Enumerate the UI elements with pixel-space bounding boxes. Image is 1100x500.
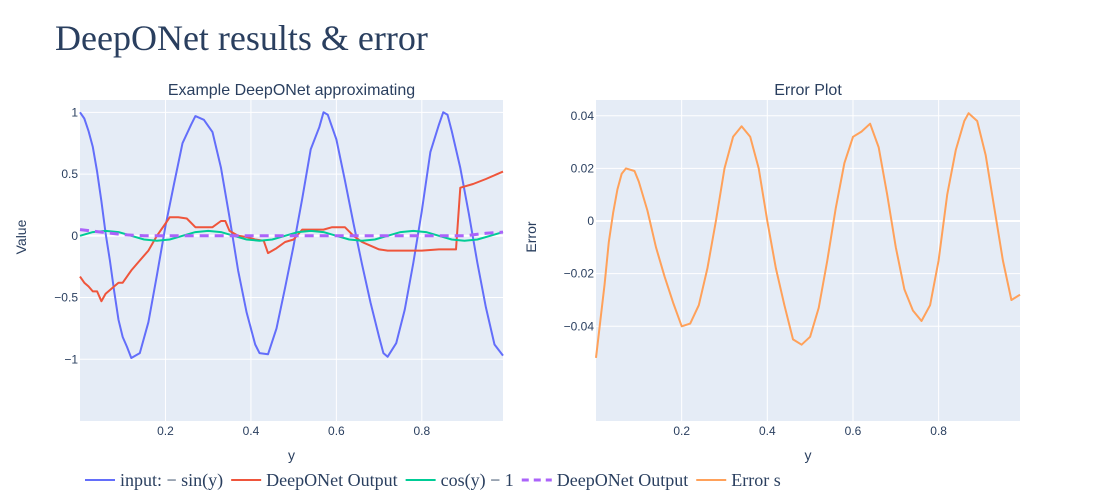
legend-item[interactable]: DeepONet Output — [521, 470, 688, 490]
grid-lines — [596, 100, 1020, 421]
tick-labels: 0.2 0.4 0.6 0.8 0.04 0.02 0 −0.02 −0.04 — [564, 109, 948, 438]
legend-item[interactable]: cos(y) − 1 — [405, 470, 514, 491]
series-layer — [595, 112, 1021, 359]
plot-area — [596, 100, 1020, 421]
x-tick-label: 0.6 — [845, 424, 862, 438]
y-tick-label: −0.02 — [564, 267, 595, 281]
series-line-0 — [79, 111, 504, 359]
y-axis-label: Error — [523, 221, 539, 252]
y-tick-label: 0.5 — [61, 167, 78, 181]
y-tick-label: 0 — [587, 214, 594, 228]
x-tick-label: 0.4 — [759, 424, 776, 438]
y-tick-label: 1 — [71, 105, 78, 119]
legend-label: cos(y) − 1 — [441, 470, 514, 491]
x-axis-label: y — [805, 447, 812, 463]
legend-item[interactable]: input: − sin(y) — [85, 470, 223, 491]
chart-title: Error Plot — [774, 82, 842, 99]
legend-label: input: − sin(y) — [120, 470, 223, 491]
y-tick-label: 0 — [71, 229, 78, 243]
y-tick-label: −0.04 — [564, 319, 595, 333]
x-tick-label: 0.8 — [413, 424, 430, 438]
page-title: DeepONet results & error — [55, 18, 428, 58]
x-tick-label: 0.2 — [157, 424, 174, 438]
x-tick-label: 0.6 — [328, 424, 345, 438]
x-tick-label: 0.2 — [673, 424, 690, 438]
x-tick-label: 0.8 — [930, 424, 947, 438]
series-line-2 — [79, 229, 504, 242]
y-tick-label: 0.02 — [571, 161, 595, 175]
legend-label: DeepONet Output — [557, 470, 688, 490]
legend: input: − sin(y) DeepONet Output cos(y) − 1… — [85, 470, 781, 491]
chart-error: 0.2 0.4 0.6 0.8 0.04 0.02 0 −0.02 −0.04 Error Pl… — [523, 82, 1021, 463]
tick-labels: 0.2 0.4 0.6 0.8 1 0.5 0 −0.5 −1 — [54, 105, 430, 438]
legend-label: Error s — [731, 470, 780, 490]
legend-item[interactable]: DeepONet Output — [231, 470, 398, 490]
legend-label: DeepONet Output — [266, 470, 397, 490]
series-line-1 — [79, 170, 504, 303]
y-axis-label: Value — [13, 219, 29, 254]
x-tick-label: 0.4 — [243, 424, 260, 438]
chart-approximation: 0.2 0.4 0.6 0.8 1 0.5 0 −0.5 −1 Example DeepONet… — [13, 82, 504, 463]
series-line-0 — [595, 112, 1021, 359]
x-axis-label: y — [288, 447, 295, 463]
y-tick-label: 0.04 — [571, 109, 595, 123]
chart-title: Example DeepONet approximating — [168, 82, 415, 99]
legend-item[interactable]: Error s — [696, 470, 781, 490]
series-line-3 — [79, 228, 504, 238]
y-tick-label: −1 — [64, 352, 78, 366]
y-tick-label: −0.5 — [54, 291, 78, 305]
series-layer — [79, 111, 504, 359]
